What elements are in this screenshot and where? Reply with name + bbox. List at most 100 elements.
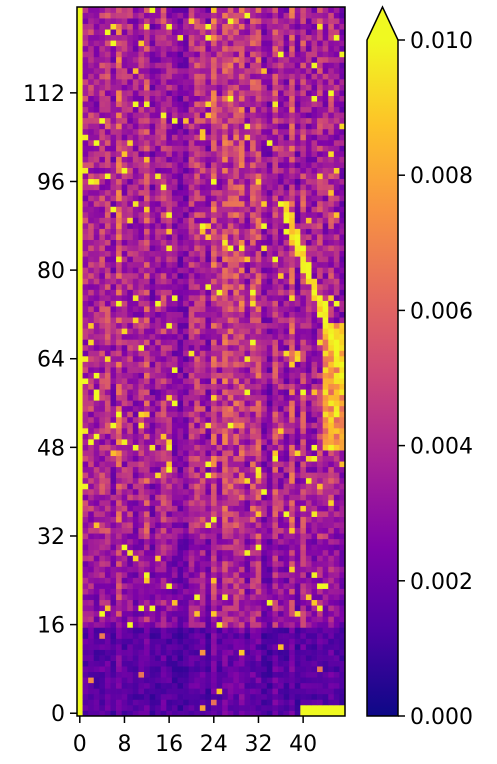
- heatmap-cell: [333, 333, 340, 340]
- heatmap-cell: [216, 621, 223, 628]
- heatmap-cell: [99, 256, 106, 263]
- heatmap-cell: [188, 223, 195, 229]
- heatmap-cell: [160, 433, 167, 440]
- heatmap-cell: [121, 195, 128, 202]
- heatmap-cell: [294, 328, 301, 335]
- heatmap-cell: [216, 162, 223, 168]
- heatmap-cell: [244, 400, 251, 407]
- heatmap-cell: [205, 527, 212, 534]
- heatmap-cell: [255, 666, 262, 673]
- heatmap-cell: [138, 583, 145, 589]
- heatmap-cell: [82, 461, 89, 468]
- heatmap-cell: [289, 350, 296, 357]
- heatmap-cell: [183, 311, 190, 318]
- heatmap-cell: [149, 151, 156, 157]
- heatmap-cell: [317, 139, 324, 146]
- heatmap-cell: [300, 344, 307, 351]
- heatmap-cell: [116, 167, 123, 174]
- heatmap-cell: [255, 560, 262, 567]
- heatmap-cell: [171, 488, 178, 495]
- heatmap-cell: [333, 178, 340, 185]
- heatmap-cell: [138, 151, 145, 157]
- heatmap-cell: [155, 328, 162, 335]
- heatmap-cell: [250, 200, 257, 207]
- heatmap-cell: [93, 167, 100, 174]
- heatmap-cell: [199, 643, 206, 650]
- heatmap-cell: [233, 505, 240, 512]
- heatmap-cell: [121, 151, 128, 157]
- heatmap-cell: [222, 223, 229, 229]
- heatmap-cell: [205, 272, 212, 279]
- heatmap-cell: [216, 505, 223, 512]
- heatmap-cell: [339, 228, 346, 235]
- heatmap-cell: [216, 477, 223, 484]
- heatmap-cell: [238, 200, 245, 207]
- heatmap-cell: [266, 638, 273, 645]
- heatmap-cell: [227, 256, 234, 263]
- heatmap-cell: [82, 300, 89, 307]
- heatmap-cell: [205, 621, 212, 628]
- heatmap-cell: [272, 394, 279, 401]
- heatmap-cell: [227, 272, 234, 279]
- heatmap-cell: [194, 322, 201, 329]
- heatmap-cell: [77, 383, 83, 390]
- heatmap-cell: [149, 549, 156, 556]
- heatmap-cell: [127, 566, 134, 573]
- heatmap-cell: [116, 289, 123, 296]
- heatmap-cell: [328, 704, 335, 711]
- heatmap-cell: [149, 688, 156, 695]
- heatmap-cell: [255, 655, 262, 661]
- heatmap-cell: [328, 638, 335, 645]
- heatmap-cell: [82, 682, 89, 689]
- heatmap-cell: [160, 333, 167, 340]
- heatmap-cell: [250, 433, 257, 440]
- heatmap-cell: [222, 677, 229, 684]
- heatmap-cell: [278, 450, 284, 457]
- heatmap-cell: [227, 660, 234, 667]
- heatmap-cell: [188, 571, 195, 578]
- heatmap-cell: [121, 372, 128, 379]
- heatmap-cell: [333, 466, 340, 473]
- heatmap-cell: [171, 566, 178, 573]
- heatmap-cell: [104, 162, 111, 168]
- heatmap-cell: [149, 383, 156, 390]
- heatmap-cell: [227, 704, 234, 711]
- heatmap-cell: [266, 322, 273, 329]
- heatmap-cell: [244, 699, 251, 706]
- heatmap-cell: [333, 317, 340, 324]
- heatmap-cell: [199, 511, 206, 517]
- heatmap-cell: [238, 643, 245, 650]
- heatmap-cell: [244, 649, 251, 656]
- heatmap-cell: [305, 162, 312, 168]
- heatmap-cell: [104, 588, 111, 595]
- heatmap-cell: [127, 477, 134, 484]
- heatmap-cell: [99, 245, 106, 252]
- heatmap-cell: [222, 355, 229, 362]
- heatmap-cell: [227, 217, 234, 224]
- heatmap-cell: [300, 571, 307, 578]
- heatmap-cell: [266, 710, 273, 717]
- heatmap-cell: [289, 472, 296, 479]
- heatmap-cell: [261, 383, 268, 390]
- heatmap-cell: [144, 350, 150, 357]
- heatmap-cell: [278, 699, 284, 706]
- heatmap-cell: [194, 333, 201, 340]
- heatmap-cell: [199, 361, 206, 368]
- heatmap-cell: [110, 571, 117, 578]
- heatmap-cell: [317, 239, 324, 246]
- heatmap-cell: [205, 344, 212, 351]
- heatmap-cell: [261, 405, 268, 412]
- heatmap-cell: [199, 200, 206, 207]
- heatmap-cell: [233, 245, 240, 252]
- heatmap-cell: [261, 416, 268, 423]
- heatmap-cell: [311, 256, 318, 263]
- heatmap-cell: [205, 361, 212, 368]
- heatmap-cell: [155, 267, 162, 274]
- heatmap-cell: [183, 350, 190, 357]
- heatmap-cell: [222, 666, 229, 673]
- heatmap-cell: [278, 688, 284, 695]
- heatmap-cell: [255, 610, 262, 617]
- heatmap-cell: [283, 217, 290, 224]
- heatmap-cell: [305, 538, 312, 545]
- heatmap-cell: [300, 200, 307, 207]
